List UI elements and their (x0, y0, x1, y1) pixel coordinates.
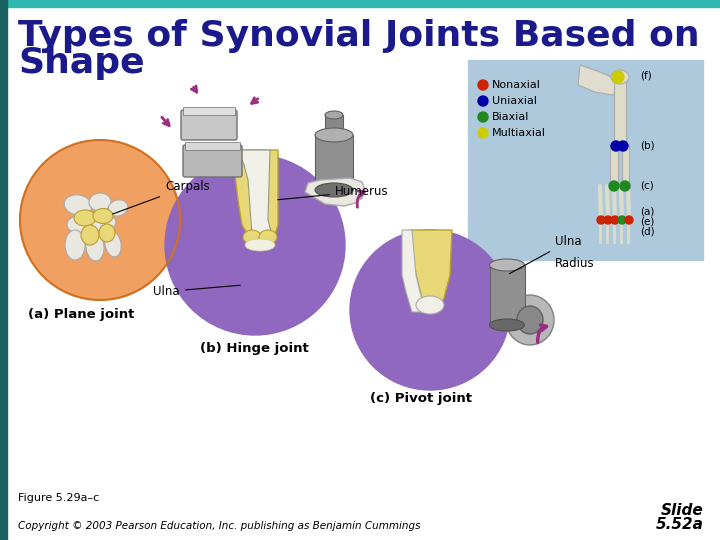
Text: Uniaxial: Uniaxial (492, 96, 537, 106)
Text: Slide: Slide (661, 503, 704, 518)
Text: Types of Synovial Joints Based on: Types of Synovial Joints Based on (18, 19, 700, 53)
Ellipse shape (86, 233, 104, 261)
Ellipse shape (506, 295, 554, 345)
Circle shape (620, 181, 630, 191)
Ellipse shape (67, 216, 93, 234)
FancyBboxPatch shape (183, 145, 242, 177)
Ellipse shape (490, 259, 524, 271)
Bar (622, 145, 629, 185)
Ellipse shape (108, 200, 128, 216)
Text: (c) Pivot joint: (c) Pivot joint (370, 392, 472, 405)
Circle shape (625, 216, 633, 224)
Polygon shape (238, 150, 272, 245)
Text: (b): (b) (640, 141, 654, 151)
Polygon shape (578, 65, 622, 95)
Text: (b) Hinge joint: (b) Hinge joint (200, 342, 309, 355)
Circle shape (165, 155, 345, 335)
Ellipse shape (245, 239, 275, 251)
Text: Humerus: Humerus (278, 185, 389, 200)
Circle shape (478, 80, 488, 90)
Text: (a): (a) (640, 207, 654, 217)
Ellipse shape (64, 195, 92, 215)
Bar (0, 0, 7, 540)
Text: Nonaxial: Nonaxial (492, 80, 541, 90)
Circle shape (611, 216, 619, 224)
Polygon shape (410, 230, 452, 312)
Text: Biaxial: Biaxial (492, 112, 529, 122)
Polygon shape (305, 178, 365, 206)
Ellipse shape (105, 231, 121, 257)
Ellipse shape (89, 193, 111, 211)
Ellipse shape (99, 224, 115, 242)
Text: (d): (d) (640, 227, 654, 237)
Text: Copyright © 2003 Pearson Education, Inc. publishing as Benjamin Cummings: Copyright © 2003 Pearson Education, Inc.… (18, 521, 420, 531)
Circle shape (609, 181, 619, 191)
Text: Radius: Radius (555, 257, 595, 270)
Ellipse shape (325, 111, 343, 119)
Bar (183, 107, 235, 115)
Text: Figure 5.29a–c: Figure 5.29a–c (18, 493, 99, 503)
Ellipse shape (243, 230, 261, 244)
Text: Multiaxial: Multiaxial (492, 128, 546, 138)
Ellipse shape (611, 70, 629, 84)
Circle shape (611, 141, 621, 151)
Text: (a) Plane joint: (a) Plane joint (28, 308, 135, 321)
Polygon shape (232, 150, 278, 244)
Circle shape (478, 112, 488, 122)
Circle shape (612, 71, 624, 83)
Bar (325, 115, 343, 135)
Ellipse shape (65, 230, 85, 260)
Circle shape (618, 216, 626, 224)
Polygon shape (402, 230, 426, 312)
Circle shape (478, 128, 488, 138)
Ellipse shape (259, 230, 277, 244)
Text: 5.52a: 5.52a (656, 517, 704, 532)
Bar (468, 60, 703, 260)
Text: Shape: Shape (18, 46, 145, 80)
Text: Carpals: Carpals (112, 180, 210, 214)
Ellipse shape (416, 296, 444, 314)
Text: (f): (f) (640, 70, 652, 80)
Circle shape (478, 96, 488, 106)
Ellipse shape (93, 208, 113, 224)
Bar (315, 135, 353, 190)
Ellipse shape (517, 306, 543, 334)
Ellipse shape (74, 210, 96, 226)
Ellipse shape (315, 183, 353, 197)
Text: (c): (c) (640, 181, 654, 191)
Circle shape (20, 140, 180, 300)
Bar (490, 265, 525, 325)
Bar (185, 142, 240, 150)
Circle shape (597, 216, 605, 224)
Ellipse shape (315, 128, 353, 142)
Text: (e): (e) (640, 217, 654, 227)
Bar (610, 145, 618, 185)
Circle shape (604, 216, 612, 224)
Circle shape (350, 230, 510, 390)
FancyBboxPatch shape (181, 110, 237, 140)
Circle shape (618, 141, 628, 151)
Ellipse shape (92, 215, 116, 231)
Bar (0, 0, 720, 7)
Ellipse shape (81, 225, 99, 245)
Text: Ulna: Ulna (153, 285, 240, 298)
Bar (614, 75, 626, 145)
Ellipse shape (490, 319, 524, 331)
Text: Ulna: Ulna (510, 235, 582, 274)
